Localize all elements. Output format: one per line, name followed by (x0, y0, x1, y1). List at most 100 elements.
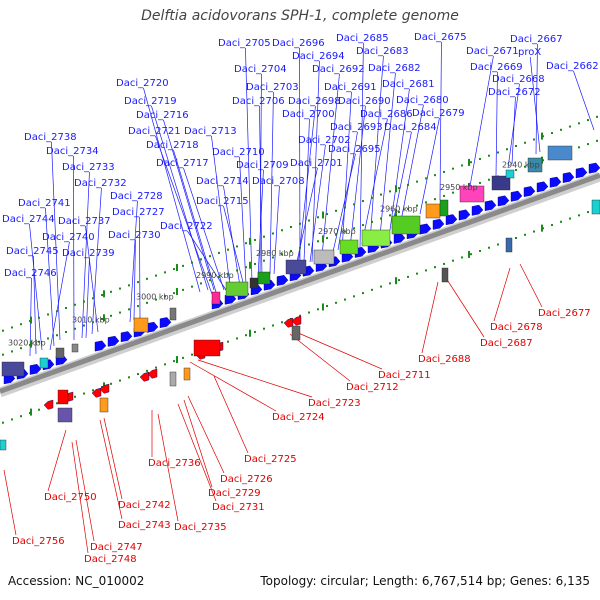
upper-track-tick (11, 350, 13, 353)
upper-track-2-tick (452, 167, 454, 170)
forward-gene-arrow (510, 190, 523, 202)
reverse-leader-line (71, 441, 89, 554)
upper-track-2-tick (488, 154, 490, 157)
gene-block (313, 249, 335, 265)
reverse-leader-line (99, 419, 123, 520)
lower-track-tick (164, 363, 166, 366)
upper-track-2-tick (479, 157, 481, 160)
forward-gene-label: Daci_2705 (218, 38, 271, 49)
forward-gene-label: Daci_2738 (24, 132, 77, 143)
upper-track-2-tick (596, 115, 598, 118)
lower-track-tick (344, 298, 346, 301)
kbp-label: 2950 kbp (440, 183, 478, 192)
lower-track-tick (263, 327, 265, 330)
backbone-line (0, 173, 600, 394)
gene-block (55, 347, 65, 359)
forward-gene-label: Daci_2679 (412, 108, 465, 119)
forward-gene-arrow (458, 209, 471, 221)
forward-leader-line (45, 207, 55, 347)
genome-summary-text: Topology: circular; Length: 6,767,514 bp… (260, 574, 590, 588)
upper-track-2-tick (470, 161, 472, 164)
lower-track-tick (569, 217, 571, 220)
upper-track-2-tick (47, 313, 49, 316)
upper-track-2-tick (272, 232, 274, 235)
forward-gene-label: Daci_2728 (110, 191, 163, 202)
forward-gene-label: Daci_2690 (338, 96, 391, 107)
upper-track-tick (182, 288, 184, 291)
forward-gene-arrow (588, 162, 600, 174)
upper-track-2-tick (281, 229, 283, 232)
upper-track-tick (263, 259, 265, 262)
forward-leader-line (495, 71, 498, 177)
forward-leader-line (223, 185, 241, 287)
upper-track-2-tick (578, 122, 580, 125)
upper-track-2-tick (137, 281, 139, 284)
upper-track-2-tick (380, 193, 382, 196)
gene-block (225, 281, 249, 297)
upper-track-tick (398, 211, 400, 214)
lower-track-tick (38, 408, 40, 411)
reverse-gene-label: Daci_2677 (538, 308, 591, 319)
kbp-label: 3000 kbp (136, 292, 174, 301)
forward-leader-line (257, 169, 264, 279)
upper-track-tick (353, 227, 355, 230)
upper-track-2-tick (245, 242, 247, 245)
upper-track-tick (362, 224, 364, 227)
upper-track-2-tick (425, 177, 427, 180)
lower-track-tick (533, 230, 535, 233)
forward-gene-label: Daci_2675 (414, 32, 467, 43)
upper-track-tick (119, 311, 121, 314)
forward-leader-line (439, 41, 442, 201)
reverse-gene-label: Daci_2731 (212, 502, 265, 513)
kbp-label: 2990 kbp (196, 271, 234, 280)
lower-track-tick (335, 301, 337, 304)
upper-track-tick (2, 353, 4, 356)
forward-gene-label: Daci_2740 (42, 232, 95, 243)
forward-gene-label: Daci_2696 (272, 38, 325, 49)
gene-block (57, 407, 73, 423)
forward-gene-arrow (549, 176, 562, 188)
reverse-gene-label: Daci_2712 (346, 382, 399, 393)
reverse-gene-label: Daci_2750 (44, 492, 97, 503)
upper-track-tick (371, 220, 373, 223)
lower-track-tick (128, 376, 130, 379)
kbp-label: 3020 kbp (8, 339, 46, 348)
lower-track-tick (308, 311, 310, 314)
upper-track-tick (488, 178, 490, 181)
upper-track-2-tick (587, 119, 589, 122)
upper-track-2-tick (407, 183, 409, 186)
forward-gene-label: Daci_2715 (196, 196, 249, 207)
forward-leader-line (321, 73, 340, 257)
forward-gene-label: Daci_2685 (336, 33, 389, 44)
lower-track-tick (119, 379, 121, 382)
gene-block (169, 307, 177, 321)
forward-gene-label: Daci_2744 (2, 214, 55, 225)
lower-track-tick (353, 295, 355, 298)
lower-track-tick (254, 330, 256, 333)
upper-track-tick (173, 292, 175, 295)
upper-track-2-tick (299, 222, 301, 225)
gene-block (527, 157, 543, 173)
reverse-gene-label: Daci_2742 (118, 500, 171, 511)
forward-gene-label: Daci_2734 (46, 146, 99, 157)
upper-track-tick (254, 262, 256, 265)
forward-gene-label: Daci_2692 (312, 64, 365, 75)
upper-track-2-tick (461, 164, 463, 167)
forward-leader-line (85, 257, 90, 339)
forward-gene-label: Daci_2691 (324, 82, 377, 93)
forward-leader-line (143, 87, 201, 293)
forward-leader-line (359, 42, 364, 249)
upper-track-2-tick (11, 326, 13, 329)
upper-track-2-tick (20, 323, 22, 326)
forward-leader-line (535, 43, 538, 155)
upper-track-2-tick (515, 145, 517, 147)
gene-block (39, 357, 49, 369)
forward-leader-line (155, 135, 213, 295)
upper-track-tick (317, 240, 319, 243)
reverse-leader-line (75, 439, 95, 542)
forward-gene-label: Daci_2694 (292, 51, 345, 62)
upper-track-2-tick (560, 128, 562, 131)
forward-leader-line (369, 55, 384, 243)
forward-leader-line (511, 96, 516, 165)
upper-track-tick (209, 279, 211, 282)
